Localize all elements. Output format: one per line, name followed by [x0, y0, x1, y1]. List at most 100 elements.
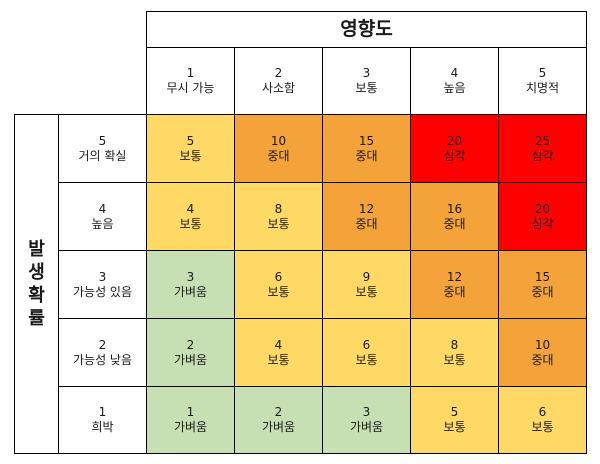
risk-level-label: 보통: [267, 216, 290, 231]
impact-num: 2: [274, 66, 283, 80]
risk-score: 15: [534, 269, 551, 284]
risk-score: 3: [362, 405, 371, 419]
impact-label: 치명적: [525, 81, 560, 95]
likelihood-header-2: 2 가능성 낮음: [58, 318, 147, 387]
risk-level-label: 보통: [179, 148, 202, 163]
matrix-cell: 20 심각: [498, 182, 587, 251]
risk-level-label: 중대: [531, 284, 554, 299]
impact-header-4: 4 높음: [410, 47, 499, 115]
risk-score: 3: [186, 269, 195, 284]
risk-level-label: 보통: [267, 352, 290, 367]
risk-score: 20: [534, 201, 551, 216]
risk-level-label: 가벼움: [261, 420, 296, 434]
likelihood-label: 가능성 있음: [72, 284, 132, 299]
risk-level-label: 보통: [443, 352, 466, 367]
risk-score: 5: [186, 133, 195, 148]
impact-num: 4: [450, 66, 459, 80]
risk-score: 16: [446, 201, 463, 216]
matrix-cell: 9 보통: [322, 250, 411, 319]
impact-header-1: 1 무시 가능: [146, 47, 235, 115]
matrix-cell: 8 보통: [234, 182, 323, 251]
risk-score: 1: [186, 405, 195, 419]
risk-level-label: 가벼움: [173, 352, 208, 367]
risk-level-label: 중대: [355, 216, 378, 231]
likelihood-label: 가능성 낮음: [72, 352, 132, 367]
risk-level-label: 가벼움: [173, 420, 208, 434]
risk-level-label: 심각: [531, 216, 554, 231]
matrix-cell: 16 중대: [410, 182, 499, 251]
risk-score: 4: [274, 337, 283, 352]
matrix-cell: 6 보통: [498, 386, 587, 454]
risk-score: 12: [446, 269, 463, 284]
risk-level-label: 보통: [531, 420, 554, 434]
likelihood-label: 거의 확실: [78, 148, 127, 163]
matrix-cell: 8 보통: [410, 318, 499, 387]
impact-label: 무시 가능: [166, 81, 215, 95]
matrix-cell: 15 중대: [322, 114, 411, 183]
risk-score: 12: [358, 201, 375, 216]
impact-num: 1: [186, 66, 195, 80]
risk-score: 2: [186, 337, 195, 352]
matrix-cell: 3 가벼움: [322, 386, 411, 454]
risk-score: 6: [274, 269, 283, 284]
risk-score: 8: [450, 337, 459, 352]
impact-header-3: 3 보통: [322, 47, 411, 115]
risk-score: 5: [450, 405, 459, 419]
risk-level-label: 중대: [443, 216, 466, 231]
matrix-cell: 4 보통: [146, 182, 235, 251]
risk-score: 25: [534, 133, 551, 148]
matrix-cell: 2 가벼움: [146, 318, 235, 387]
likelihood-header-1: 1 희박: [58, 386, 147, 454]
matrix-cell: 4 보통: [234, 318, 323, 387]
matrix-cell: 20 심각: [410, 114, 499, 183]
impact-title-text: 영향도: [340, 18, 393, 40]
matrix-cell: 2 가벼움: [234, 386, 323, 454]
likelihood-title-char-1: 발: [28, 239, 45, 260]
impact-header-5: 5 치명적: [498, 47, 587, 115]
impact-label: 높음: [443, 81, 466, 95]
matrix-cell: 3 가벼움: [146, 250, 235, 319]
likelihood-title: 발 생 확 률: [14, 114, 59, 454]
risk-score: 10: [534, 337, 551, 352]
matrix-cell: 5 보통: [146, 114, 235, 183]
impact-title: 영향도: [146, 11, 587, 48]
likelihood-title-char-3: 확: [28, 285, 45, 306]
risk-level-label: 심각: [531, 148, 554, 163]
impact-label: 사소함: [261, 81, 296, 95]
matrix-cell: 15 중대: [498, 250, 587, 319]
likelihood-title-char-4: 률: [28, 308, 45, 329]
impact-label: 보통: [355, 81, 378, 95]
impact-num: 5: [538, 66, 547, 80]
matrix-cell: 6 보통: [322, 318, 411, 387]
risk-level-label: 중대: [531, 352, 554, 367]
risk-level-label: 보통: [355, 284, 378, 299]
likelihood-num: 2: [98, 337, 107, 352]
risk-score: 2: [274, 405, 283, 419]
risk-level-label: 가벼움: [173, 284, 208, 299]
matrix-cell: 12 중대: [322, 182, 411, 251]
likelihood-header-4: 4 높음: [58, 182, 147, 251]
matrix-cell: 5 보통: [410, 386, 499, 454]
risk-score: 20: [446, 133, 463, 148]
likelihood-header-5: 5 거의 확실: [58, 114, 147, 183]
likelihood-num: 1: [98, 405, 107, 419]
matrix-cell: 1 가벼움: [146, 386, 235, 454]
risk-level-label: 중대: [355, 148, 378, 163]
likelihood-label: 높음: [91, 216, 114, 231]
matrix-cell: 12 중대: [410, 250, 499, 319]
likelihood-title-char-2: 생: [28, 262, 45, 283]
likelihood-num: 3: [98, 269, 107, 284]
matrix-cell: 10 중대: [234, 114, 323, 183]
matrix-cell: 25 심각: [498, 114, 587, 183]
risk-level-label: 보통: [443, 420, 466, 434]
risk-level-label: 심각: [443, 148, 466, 163]
risk-score: 9: [362, 269, 371, 284]
matrix-cell: 10 중대: [498, 318, 587, 387]
risk-score: 15: [358, 133, 375, 148]
likelihood-header-3: 3 가능성 있음: [58, 250, 147, 319]
risk-score: 8: [274, 201, 283, 216]
impact-num: 3: [362, 66, 371, 80]
risk-score: 10: [270, 133, 287, 148]
risk-level-label: 보통: [267, 284, 290, 299]
likelihood-num: 4: [98, 201, 107, 216]
